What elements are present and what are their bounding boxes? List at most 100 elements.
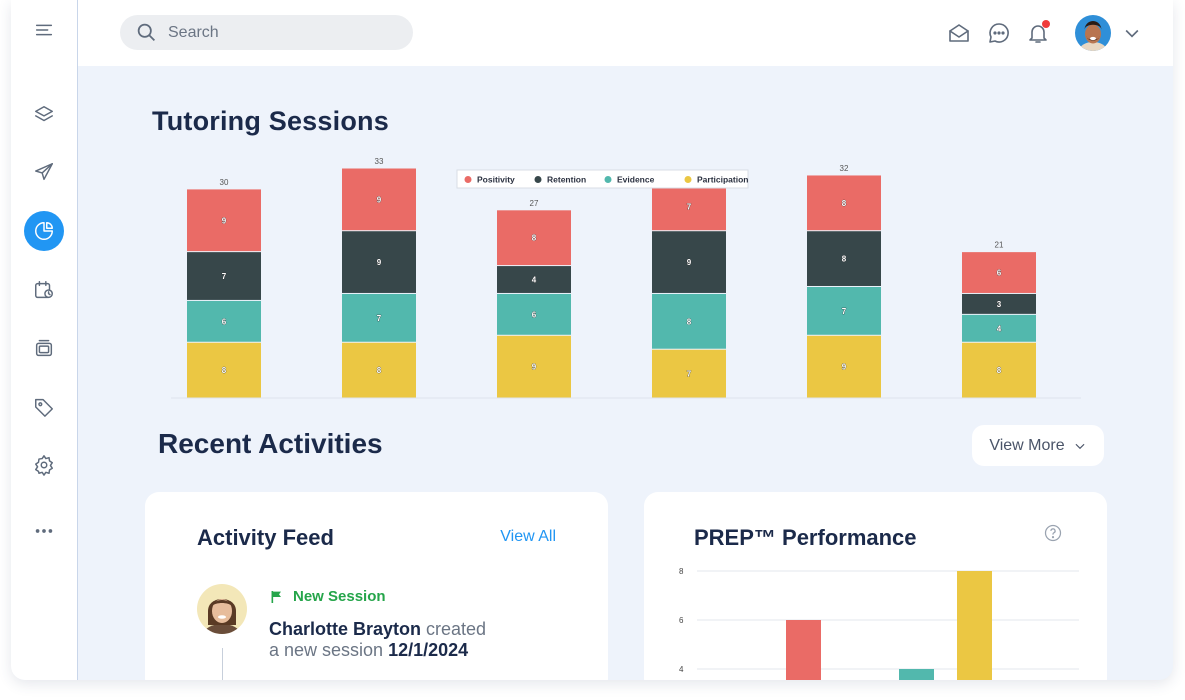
legend-label: Participation [697,175,748,185]
bar-value-label: 9 [842,363,847,372]
bar-segment-positivity[interactable] [497,210,571,266]
view-more-label: View More [989,436,1065,454]
bar-value-label: 8 [997,366,1002,375]
bar-segment-participation[interactable] [807,335,881,398]
legend-label: Retention [547,175,586,185]
perf-tick-label: 4 [679,665,684,674]
view-all-link[interactable]: View All [500,528,556,545]
bar-segment-retention[interactable] [187,252,261,300]
bar-segment-evidence[interactable] [187,300,261,342]
search-input[interactable] [168,23,388,42]
bar-value-label: 8 [532,234,537,243]
search-box[interactable] [120,15,413,50]
bar-value-label: 7 [377,314,382,323]
search-icon [137,23,155,41]
bar-value-label: 6 [532,310,537,319]
bar-value-label: 7 [687,202,692,211]
bar-segment-retention[interactable] [962,293,1036,314]
view-more-button[interactable]: View More [972,425,1104,466]
notification-dot [1042,20,1050,28]
feed-item-date: 12/1/2024 [388,640,469,660]
account-menu-chevron-icon[interactable] [1122,23,1142,43]
send-icon[interactable] [24,152,64,192]
help-icon[interactable] [1043,523,1063,543]
bar-value-label: 7 [687,370,692,379]
bar-segment-positivity[interactable] [187,189,261,252]
menu-icon[interactable] [24,10,64,50]
bar-segment-participation[interactable] [187,342,261,398]
bar-segment-positivity[interactable] [807,175,881,231]
bar-value-label: 9 [377,195,382,204]
bar-total-label: 32 [840,164,849,173]
bar-segment-positivity[interactable] [962,252,1036,293]
legend-marker [534,176,542,183]
bar-segment-retention[interactable] [497,266,571,293]
bar-value-label: 8 [377,366,382,375]
sidebar [11,0,78,680]
tag-icon[interactable] [24,387,64,427]
perf-bar-participation[interactable] [957,571,992,680]
pie-chart-icon[interactable] [24,211,64,251]
legend-label: Positivity [477,175,515,185]
bar-value-label: 4 [532,276,537,285]
bar-segment-positivity[interactable] [342,168,416,231]
bar-segment-evidence[interactable] [497,293,571,335]
chevron-down-icon [1075,443,1085,449]
feed-item-type-label: New Session [293,588,386,605]
app-window: Tutoring Sessions 8 6 7 9 30 8 7 9 9 33 9 6 4 8 27 7 8 9 7… [11,0,1173,680]
legend-marker [464,176,472,183]
bar-total-label: 21 [995,241,1004,250]
bar-segment-positivity[interactable] [652,182,726,231]
calendar-clock-icon[interactable] [24,270,64,310]
prep-performance-title: PREP™ Performance [694,525,917,550]
feed-item-type: New Session [269,588,386,605]
recent-activities-title: Recent Activities [158,428,383,459]
bar-total-label: 30 [220,178,229,187]
feed-avatar[interactable] [197,584,247,634]
bar-value-label: 9 [532,363,537,372]
bar-segment-retention[interactable] [652,231,726,293]
legend-marker [604,176,612,183]
bar-segment-evidence[interactable] [962,314,1036,342]
bar-segment-participation[interactable] [497,335,571,398]
settings-icon[interactable] [24,445,64,485]
perf-tick-label: 6 [679,616,684,625]
perf-bar-evidence[interactable] [899,669,934,680]
bar-value-label: 9 [377,258,382,267]
bar-segment-participation[interactable] [962,342,1036,398]
bar-segment-retention[interactable] [342,231,416,293]
gallery-icon[interactable] [24,328,64,368]
bar-value-label: 6 [222,317,227,326]
bar-value-label: 4 [997,324,1002,333]
layers-icon[interactable] [24,95,64,135]
bar-value-label: 8 [687,317,692,326]
bar-value-label: 9 [222,216,227,225]
activity-feed-card: Activity Feed View All New Session Charl… [145,492,608,680]
tutoring-sessions-chart: 867930879933964827789731978832843621Posi… [171,157,1081,399]
bar-segment-evidence[interactable] [342,293,416,342]
feed-item-line2: a new session [269,640,389,660]
mail-open-icon[interactable] [947,21,971,45]
bar-segment-participation[interactable] [342,342,416,398]
user-avatar[interactable] [1075,15,1111,51]
more-icon[interactable] [24,511,64,551]
bar-value-label: 3 [997,300,1002,309]
bar-value-label: 9 [687,258,692,267]
bar-segment-evidence[interactable] [807,286,881,335]
bar-value-label: 8 [222,366,227,375]
perf-tick-label: 8 [679,567,684,576]
tutoring-sessions-title: Tutoring Sessions [152,106,389,136]
chat-icon[interactable] [987,21,1011,45]
bar-segment-participation[interactable] [652,349,726,398]
feed-timeline-line [222,648,223,680]
chart-legend: Positivity Retention Evidence Participation [456,169,749,189]
perf-bar-positivity[interactable] [786,620,821,680]
feed-item-action: created [421,619,487,639]
bar-value-label: 8 [842,255,847,264]
top-bar [78,0,1173,66]
feed-item-user[interactable]: Charlotte Brayton [269,619,422,639]
bar-segment-retention[interactable] [807,231,881,286]
activity-feed-title: Activity Feed [197,525,334,550]
bar-segment-evidence[interactable] [652,293,726,349]
bell-icon[interactable] [1026,20,1050,45]
